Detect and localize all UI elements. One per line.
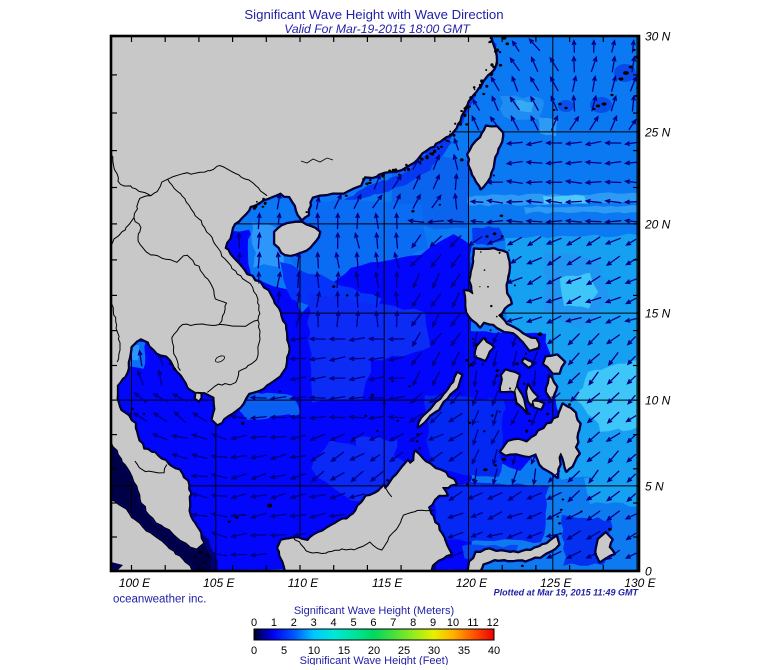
svg-text:20: 20 xyxy=(368,645,380,657)
svg-text:5: 5 xyxy=(281,645,287,657)
svg-text:8: 8 xyxy=(410,617,416,629)
svg-text:30: 30 xyxy=(428,645,440,657)
svg-text:0: 0 xyxy=(251,645,257,657)
svg-text:15: 15 xyxy=(338,645,350,657)
svg-text:25 N: 25 N xyxy=(644,125,671,139)
svg-text:0: 0 xyxy=(251,617,257,629)
svg-text:0: 0 xyxy=(645,565,652,579)
svg-text:Significant Wave Height (Feet): Significant Wave Height (Feet) xyxy=(300,655,449,665)
svg-text:25: 25 xyxy=(398,645,410,657)
svg-text:12: 12 xyxy=(487,617,499,629)
svg-text:5 N: 5 N xyxy=(645,479,664,493)
svg-text:10: 10 xyxy=(308,645,320,657)
svg-text:9: 9 xyxy=(430,617,436,629)
svg-text:20 N: 20 N xyxy=(644,217,671,231)
svg-text:1: 1 xyxy=(271,617,277,629)
svg-text:3: 3 xyxy=(311,617,317,629)
svg-text:11: 11 xyxy=(467,617,478,629)
svg-text:115 E: 115 E xyxy=(372,576,403,590)
svg-text:100 E: 100 E xyxy=(119,576,151,590)
svg-text:40: 40 xyxy=(488,645,500,657)
svg-text:2: 2 xyxy=(291,617,297,629)
svg-text:130 E: 130 E xyxy=(624,576,656,590)
svg-text:Plotted at Mar 19, 2015 11:49: Plotted at Mar 19, 2015 11:49 GMT xyxy=(494,588,640,598)
svg-text:105 E: 105 E xyxy=(203,576,235,590)
svg-text:7: 7 xyxy=(390,617,396,629)
svg-text:30 N: 30 N xyxy=(645,30,671,44)
svg-text:110 E: 110 E xyxy=(288,576,319,590)
svg-text:Significant Wave Height (Meter: Significant Wave Height (Meters) xyxy=(294,605,454,617)
svg-text:35: 35 xyxy=(458,645,470,657)
svg-text:6: 6 xyxy=(370,617,376,629)
svg-text:120 E: 120 E xyxy=(456,576,488,590)
svg-text:Significant Wave Height with W: Significant Wave Height with Wave Direct… xyxy=(244,7,503,22)
svg-text:10: 10 xyxy=(447,617,459,629)
svg-text:4: 4 xyxy=(331,617,337,629)
svg-text:5: 5 xyxy=(350,617,356,629)
svg-text:125 E: 125 E xyxy=(540,576,572,590)
svg-text:15 N: 15 N xyxy=(645,307,671,321)
svg-text:Valid For Mar-19-2015 18:00 GM: Valid For Mar-19-2015 18:00 GMT xyxy=(284,22,471,36)
svg-text:10 N: 10 N xyxy=(645,394,671,408)
svg-text:oceanweather inc.: oceanweather inc. xyxy=(113,594,206,606)
